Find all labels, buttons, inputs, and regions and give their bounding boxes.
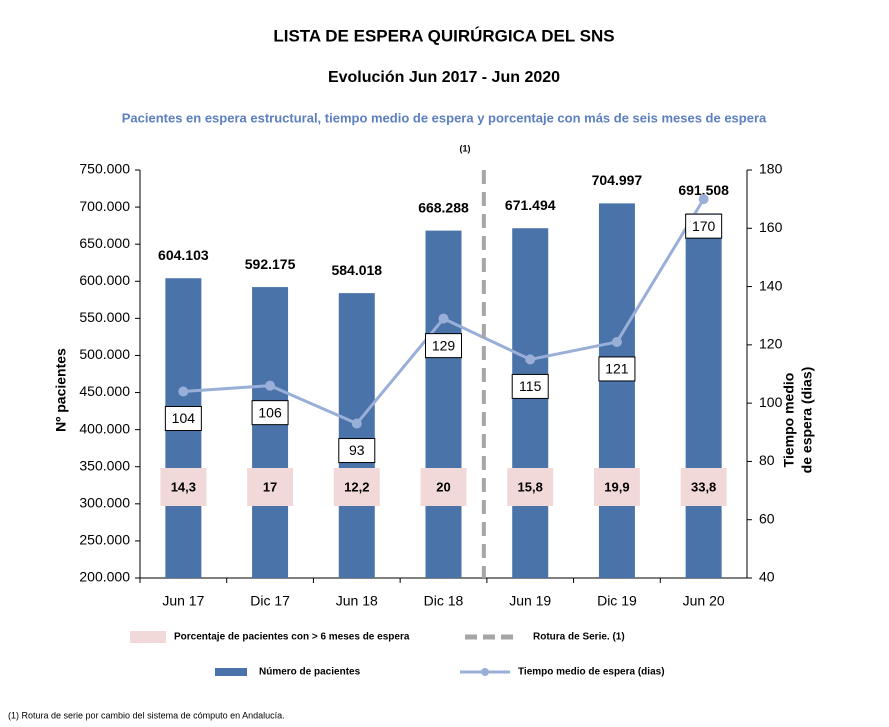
percent-box: [507, 468, 554, 506]
annotation: (1): [460, 143, 471, 153]
line-point: [698, 194, 709, 205]
y-tick-label: 300.000: [79, 495, 130, 511]
line-point: [611, 336, 622, 347]
bar: [338, 293, 375, 578]
bar-value-label: 592.175: [245, 256, 296, 272]
bar-value-label: 604.103: [158, 247, 209, 263]
bar: [425, 230, 462, 578]
line-label-box: [425, 333, 462, 359]
y-tick-label: 550.000: [79, 309, 130, 325]
y-tick-label: 450.000: [79, 383, 130, 399]
legend-label: Tiempo medio de espera (dias): [518, 667, 665, 678]
percent-box: [680, 468, 727, 506]
line-label-box: [164, 405, 202, 431]
line-value-label: 170: [692, 218, 716, 234]
legend-label: Número de pacientes: [259, 667, 361, 678]
bar-value-label: 691.508: [678, 182, 729, 198]
line-value-label: 121: [605, 361, 629, 377]
x-tick-label: Jun 20: [683, 593, 725, 609]
chart-title: LISTA DE ESPERA QUIRÚRGICA DEL SNS: [273, 26, 614, 45]
y2-tick-label: 140: [759, 277, 783, 293]
percent-label: 15,8: [518, 479, 543, 494]
x-tick-label: Jun 17: [162, 593, 204, 609]
line-label-box: [338, 438, 376, 464]
percent-label: 19,9: [604, 479, 629, 494]
chart-caption: Pacientes en espera estructural, tiempo …: [122, 110, 767, 125]
line-value-label: 129: [432, 337, 456, 353]
percent-box: [160, 468, 207, 506]
percent-label: 33,8: [691, 479, 716, 494]
line-label-box: [685, 213, 723, 239]
percent-label: 17: [263, 479, 277, 494]
x-tick-label: Jun 18: [336, 593, 378, 609]
footnote: (1) Rotura de serie por cambio del siste…: [8, 710, 285, 720]
bar-value-label: 671.494: [505, 197, 556, 213]
legend-label: Rotura de Serie. (1): [533, 632, 625, 643]
percent-box: [420, 468, 467, 506]
y2-tick-label: 80: [759, 452, 775, 468]
x-tick-label: Dic 19: [597, 593, 637, 609]
line-point: [525, 354, 536, 365]
chart-subtitle: Evolución Jun 2017 - Jun 2020: [328, 69, 560, 86]
percent-label: 14,3: [171, 479, 196, 494]
bar: [252, 287, 289, 578]
percent-label: 12,2: [344, 479, 369, 494]
bar: [685, 213, 722, 578]
y2-tick-label: 40: [759, 569, 775, 585]
line-label-box: [251, 400, 289, 426]
bar: [598, 203, 635, 579]
y-tick-label: 200.000: [79, 569, 130, 585]
legend-label: Porcentaje de pacientes con > 6 meses de…: [174, 632, 410, 643]
y2-tick-label: 60: [759, 510, 775, 526]
percent-box: [593, 468, 640, 506]
line-value-label: 106: [258, 404, 282, 420]
line-point: [265, 380, 276, 391]
line-point: [351, 418, 362, 429]
y2-tick-label: 120: [759, 336, 783, 352]
y-axis-label: Nº pacientes: [53, 348, 69, 432]
x-tick-label: Dic 18: [424, 593, 464, 609]
y-tick-label: 650.000: [79, 235, 130, 251]
bar-value-label: 668.288: [418, 199, 469, 215]
line-value-label: 93: [349, 442, 365, 458]
y-tick-label: 400.000: [79, 420, 130, 436]
x-tick-label: Jun 19: [509, 593, 551, 609]
bar: [512, 228, 549, 578]
bar-value-label: 704.997: [592, 172, 643, 188]
y-tick-label: 250.000: [79, 532, 130, 548]
percent-box: [247, 468, 294, 506]
line-value-label: 115: [519, 378, 542, 394]
y-tick-label: 500.000: [79, 346, 130, 362]
y2-tick-label: 180: [759, 161, 783, 177]
y2-axis-label: Tiempo medio: [781, 373, 797, 468]
y-tick-label: 600.000: [79, 272, 130, 288]
y2-tick-label: 160: [759, 219, 783, 235]
y-tick-label: 350.000: [79, 457, 130, 473]
y2-tick-label: 100: [759, 394, 783, 410]
legend-swatch: [481, 668, 489, 676]
y-tick-label: 750.000: [79, 161, 130, 177]
legend-swatch: [215, 668, 247, 676]
line-label-box: [511, 373, 549, 399]
y2-axis-label: de espera (dias): [799, 367, 815, 474]
x-tick-label: Dic 17: [250, 593, 290, 609]
line-point: [178, 386, 189, 397]
percent-box: [333, 468, 380, 506]
bar-value-label: 584.018: [331, 262, 382, 278]
line-point: [438, 313, 449, 324]
y-tick-label: 700.000: [79, 198, 130, 214]
line-value-label: 104: [172, 410, 196, 426]
line-label-box: [598, 356, 636, 382]
legend-swatch: [130, 631, 166, 643]
percent-label: 20: [436, 479, 450, 494]
